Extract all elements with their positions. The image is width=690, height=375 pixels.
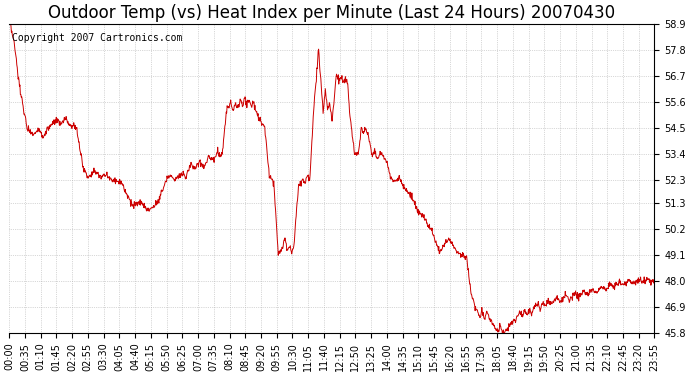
Text: Copyright 2007 Cartronics.com: Copyright 2007 Cartronics.com [12, 33, 183, 43]
Title: Outdoor Temp (vs) Heat Index per Minute (Last 24 Hours) 20070430: Outdoor Temp (vs) Heat Index per Minute … [48, 4, 615, 22]
